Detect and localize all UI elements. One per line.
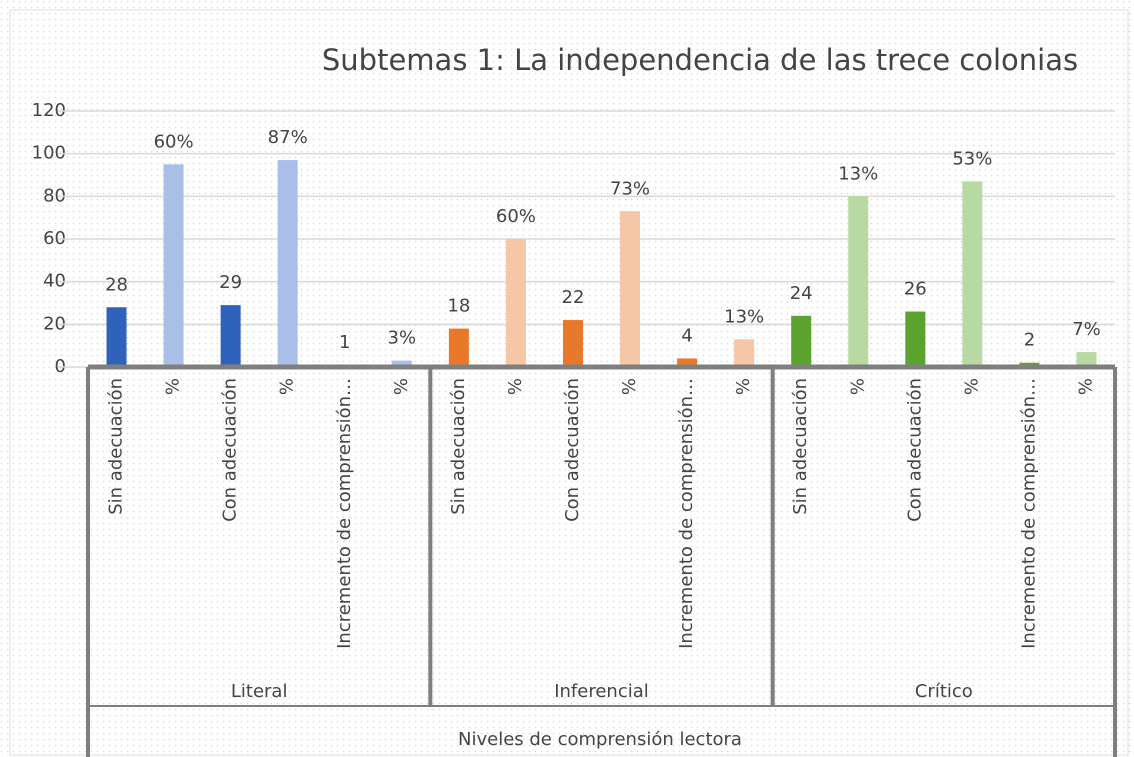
x-tick-label: % — [505, 378, 526, 395]
bar — [962, 181, 983, 367]
x-tick-label: % — [961, 378, 982, 395]
bar — [848, 196, 869, 367]
chart-border — [9, 9, 1129, 756]
bar — [620, 211, 641, 367]
x-tick-label: Sin adecuación — [106, 378, 127, 515]
data-label: 22 — [562, 287, 585, 308]
data-label: 60% — [496, 206, 536, 227]
x-tick-label: Con adecuación — [562, 378, 583, 522]
data-label: 7% — [1072, 319, 1101, 340]
chart-title: Subtemas 1: La independencia de las trec… — [322, 43, 1078, 77]
data-label: 18 — [447, 296, 470, 317]
bar — [905, 311, 926, 367]
data-label: 53% — [952, 148, 992, 169]
x-tick-label: Incremento de comprensión… — [1018, 378, 1039, 649]
x-tick-label: % — [277, 378, 298, 395]
data-label: 3% — [388, 328, 417, 349]
x-tick-label: % — [391, 378, 412, 395]
x-tick-label: % — [733, 378, 754, 395]
bar — [562, 320, 583, 367]
data-label: 87% — [268, 127, 308, 148]
data-label: 13% — [838, 163, 878, 184]
data-label: 1 — [339, 332, 350, 353]
group-label: Crítico — [915, 681, 973, 702]
data-label: 24 — [790, 283, 813, 304]
group-label: Literal — [231, 681, 288, 702]
group-label: Inferencial — [554, 681, 649, 702]
data-label: 2 — [1024, 330, 1035, 351]
data-label: 26 — [904, 279, 927, 300]
x-tick-label: % — [847, 378, 868, 395]
x-tick-label: Sin adecuación — [448, 378, 469, 515]
x-tick-label: % — [163, 378, 184, 395]
bar — [505, 239, 526, 367]
bar — [163, 164, 184, 367]
bar — [277, 160, 298, 367]
bar — [791, 315, 812, 367]
data-label: 60% — [154, 131, 194, 152]
x-axis-title: Niveles de comprensión lectora — [458, 729, 742, 750]
x-tick-label: % — [619, 378, 640, 395]
y-tick-label: 80 — [43, 185, 66, 206]
bar — [1076, 352, 1097, 367]
y-tick-label: 60 — [43, 228, 66, 249]
x-tick-label: Incremento de comprensión… — [676, 378, 697, 649]
bar — [106, 307, 127, 367]
y-tick-label: 20 — [43, 313, 66, 334]
y-tick-label: 40 — [43, 271, 66, 292]
data-label: 28 — [105, 274, 128, 295]
x-tick-label: Sin adecuación — [790, 378, 811, 515]
x-tick-label: Incremento de comprensión… — [334, 378, 355, 649]
bar — [220, 305, 241, 367]
y-tick-label: 100 — [32, 143, 66, 164]
bar — [391, 360, 412, 367]
bar — [734, 339, 755, 367]
data-label: 73% — [610, 178, 650, 199]
data-label: 13% — [724, 306, 764, 327]
data-label: 4 — [681, 325, 692, 346]
bar — [448, 328, 469, 367]
x-tick-label: Con adecuación — [904, 378, 925, 522]
bar — [677, 358, 698, 367]
y-tick-label: 120 — [32, 100, 66, 121]
x-tick-label: % — [1075, 378, 1096, 395]
data-label: 29 — [219, 272, 242, 293]
x-tick-label: Con adecuación — [220, 378, 241, 522]
